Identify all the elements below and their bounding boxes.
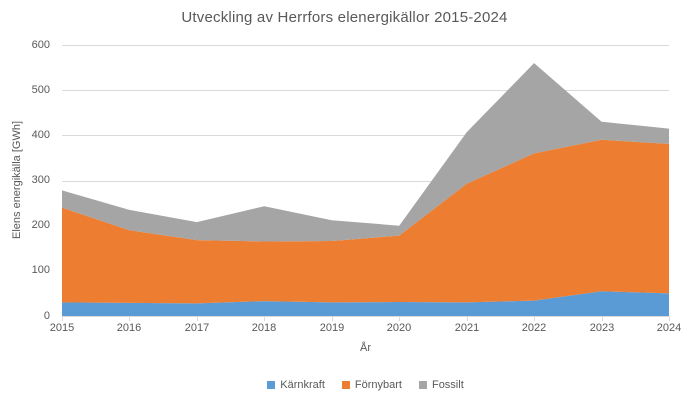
x-tick-label-2015: 2015 xyxy=(49,322,75,334)
y-tick-label-400: 400 xyxy=(31,129,50,141)
x-tick-label-2023: 2023 xyxy=(589,322,615,334)
series-area-fossilt[interactable] xyxy=(62,63,669,242)
x-tick-label-2017: 2017 xyxy=(184,322,210,334)
y-tick-label-100: 100 xyxy=(31,264,50,276)
x-tick-label-2019: 2019 xyxy=(319,322,345,334)
series-area-fornybart[interactable] xyxy=(62,139,669,304)
x-tick-label-2022: 2022 xyxy=(521,322,547,334)
y-tick-label-200: 200 xyxy=(31,219,50,231)
legend-item-fornybart[interactable]: Förnybart xyxy=(341,379,402,391)
x-tick-label-2024: 2024 xyxy=(656,322,682,334)
y-tick-label-600: 600 xyxy=(31,39,50,51)
x-tick-label-2016: 2016 xyxy=(116,322,142,334)
legend-label-fossilt: Fossilt xyxy=(431,379,464,391)
x-axis-title: År xyxy=(360,342,371,354)
legend-swatch-icon-karnkraft xyxy=(267,381,276,389)
legend-item-karnkraft[interactable]: Kärnkraft xyxy=(267,379,325,391)
y-tick-label-500: 500 xyxy=(31,84,50,96)
x-tick-label-2018: 2018 xyxy=(251,322,277,334)
legend-swatch-icon-fossilt xyxy=(418,381,427,389)
series-area-karnkraft[interactable] xyxy=(62,291,669,316)
legend-item-fossilt[interactable]: Fossilt xyxy=(418,379,464,391)
x-tick-label-2021: 2021 xyxy=(454,322,480,334)
x-tick-label-2020: 2020 xyxy=(386,322,412,334)
y-tick-label-0: 0 xyxy=(43,310,50,322)
chart-legend: Kärnkraft Förnybart Fossilt xyxy=(62,377,669,393)
legend-label-karnkraft: Kärnkraft xyxy=(280,379,325,391)
y-tick-label-300: 300 xyxy=(31,174,50,186)
legend-label-fornybart: Förnybart xyxy=(354,379,402,391)
chart-title: Utveckling av Herrfors elenergikällor 20… xyxy=(181,9,508,26)
legend-swatch-icon-fornybart xyxy=(341,381,350,389)
